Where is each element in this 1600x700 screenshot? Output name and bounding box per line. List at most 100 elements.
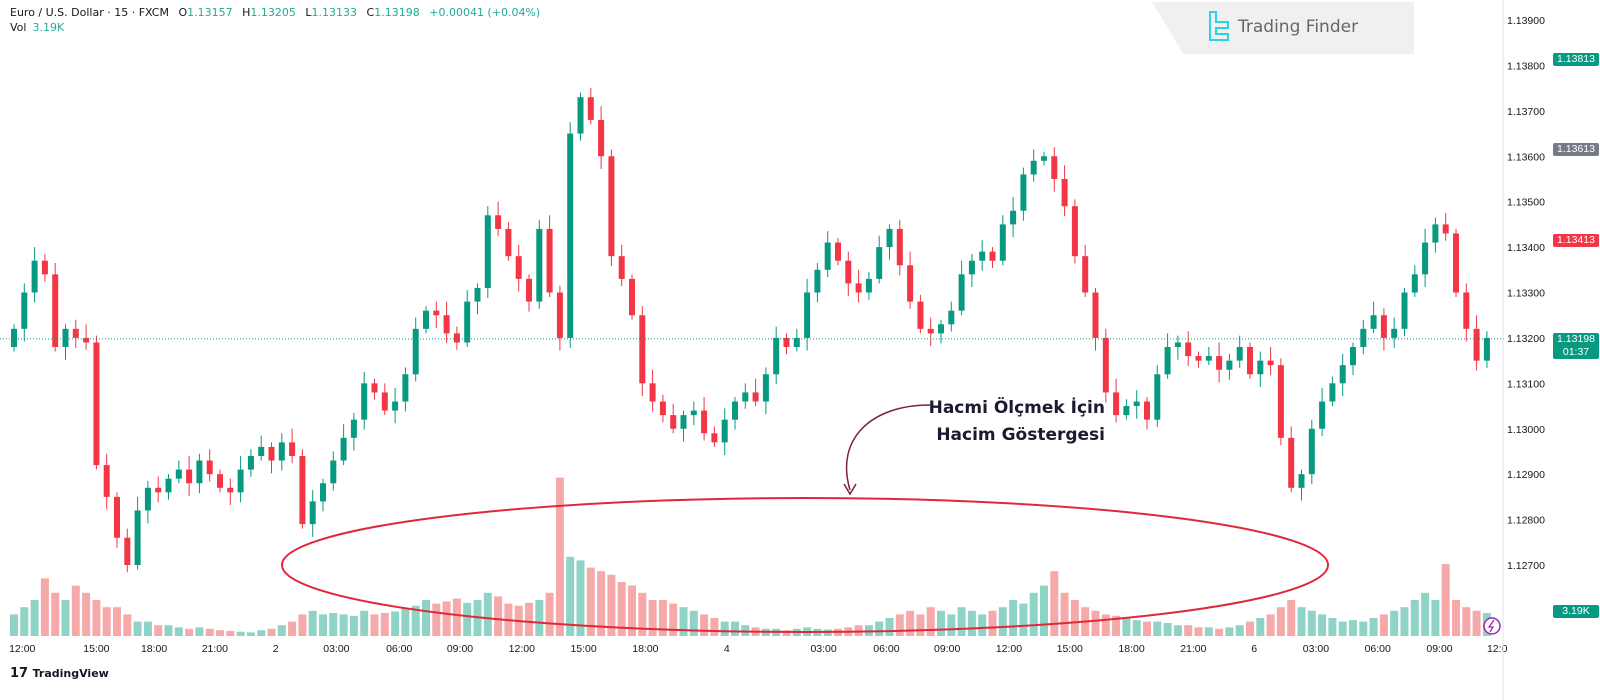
candle-body [381,392,388,411]
candle-body [1071,206,1078,257]
time-tick-label: 03:00 [1303,643,1329,655]
candle-body [556,292,563,338]
volume-bar [1369,618,1378,636]
candle-body [62,328,69,348]
volume-bar [1009,600,1018,636]
volume-bar [61,600,70,636]
price-tick-label: 1.13000 [1507,424,1545,436]
volume-bar [906,610,915,636]
volume-bar [648,600,657,636]
time-tick-label: 6 [1251,643,1257,655]
candle-body [1350,347,1356,366]
price-tag: 1.13613 [1553,143,1599,157]
candle-body [1401,292,1408,329]
volume-bar [1266,614,1275,636]
candle-body [1463,292,1470,329]
volume-bar [1472,610,1481,636]
volume-bar [741,625,750,636]
symbol-title[interactable]: Euro / U.S. Dollar · 15 · FXCM [10,6,169,19]
candle-body [371,383,378,393]
time-tick-label: 15:00 [570,643,596,655]
candle-body [1185,342,1192,357]
candle-body [41,260,48,275]
volume-bar [1379,614,1388,636]
open-value: 1.13157 [187,6,233,19]
candle-body [340,437,347,461]
candle-body [948,310,955,325]
volume-bar [1122,618,1131,636]
candle-body [680,415,687,429]
volume-bar [658,600,667,636]
candle-body [711,433,718,443]
candle-body [114,496,120,538]
candle-body [433,310,440,316]
time-tick-label: 06:00 [1365,643,1391,655]
candle-body [752,392,759,402]
volume-bar [422,600,430,636]
volume-bar [576,560,585,636]
candle-body [124,537,131,566]
volume-bar [978,614,987,636]
volume-bar [1029,592,1038,636]
volume-bar [113,607,121,636]
candle-body [144,487,151,511]
volume-bar [205,628,214,636]
trading-finder-logo-icon [1209,11,1229,41]
candle-body [1308,428,1315,475]
price-tick-label: 1.13100 [1507,378,1545,390]
candle-body [835,242,841,261]
volume-bar [967,610,976,636]
candle-body [639,315,646,384]
volume-bar [442,601,451,636]
time-tick-label: 2 [273,643,279,655]
candle-body [1411,274,1418,293]
tradingview-logo[interactable]: 𝟭𝟳 TradingView [10,666,109,681]
candle-body [618,256,625,279]
volume-bar [1276,607,1285,636]
candle-body [299,456,306,525]
volume-bar [1215,628,1224,636]
candle-body [453,333,460,343]
candle-body [721,419,728,443]
volume-bar [1441,564,1450,636]
volume-bar [555,477,564,636]
tv-logo-icon: 𝟭𝟳 [10,666,33,681]
candle-body [577,97,584,134]
time-tick-label: 06:00 [386,643,412,655]
volume-bar [236,631,245,636]
change-value: +0.00041 (+0.04%) [429,6,541,19]
candle-body [1154,374,1161,420]
volume-bar [360,610,369,636]
volume-bar [957,607,966,636]
volume-bar [1173,625,1182,636]
volume-bar [401,608,410,636]
volume-bar [329,612,338,636]
candle-body [1092,292,1099,338]
candle-body [165,478,172,493]
candle-body [1360,328,1367,348]
volume-bar [319,614,327,636]
volume-bar [411,605,420,636]
volume-bar [1421,592,1430,636]
time-axis: 12:00 15:00 18:00 21:00 2 03:00 06:00 09:00 12:0… [9,643,1507,655]
time-tick-label: 12:00 [996,643,1022,655]
candle-body [629,278,635,316]
candle-body [1164,347,1171,375]
candle-body [309,501,316,525]
highlight-ellipse [281,497,1329,633]
volume-tag: 3.19K [1553,605,1599,618]
volume-bar [494,596,503,636]
volume-bar [174,627,183,636]
volume-bar [246,632,255,636]
price-tick-label: 1.13400 [1507,242,1545,254]
candle-body [289,442,296,457]
candle-body [1329,383,1336,402]
candle-body [1102,337,1109,393]
volume-bar [545,592,554,636]
volume-label[interactable]: Vol [10,21,27,34]
volume-bar [1019,603,1028,636]
lightning-icon[interactable] [1483,617,1501,635]
volume-bar [988,610,997,636]
volume-bar [1338,621,1347,636]
